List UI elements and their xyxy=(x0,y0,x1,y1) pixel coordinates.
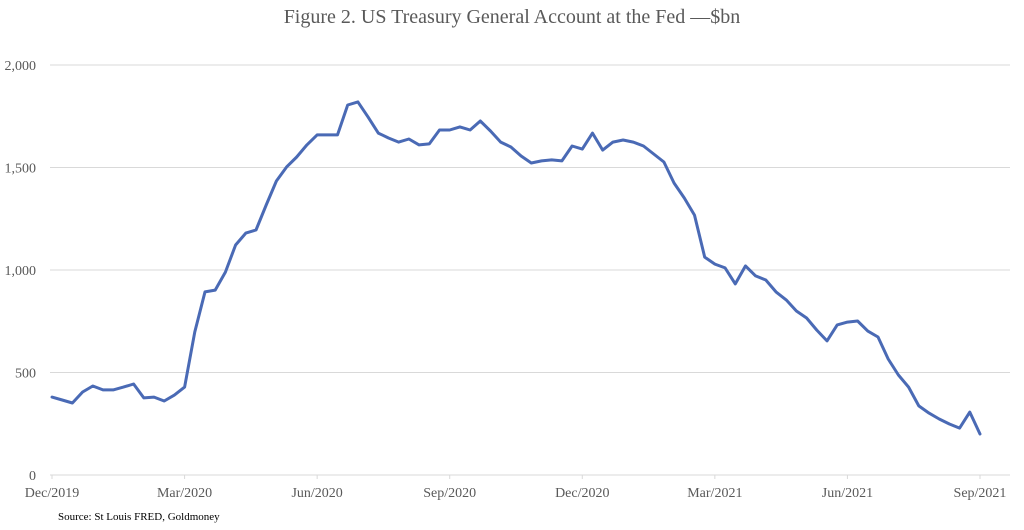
x-tick-label: Sep/2021 xyxy=(954,486,1007,501)
y-tick-label: 1,500 xyxy=(5,162,37,177)
gridlines xyxy=(50,64,1010,476)
y-tick-label: 0 xyxy=(29,469,36,484)
chart-title: Figure 2. US Treasury General Account at… xyxy=(283,6,741,28)
series-line xyxy=(50,100,982,436)
x-tick-label: Dec/2019 xyxy=(25,486,79,501)
y-axis: 0 500 1,000 1,500 2,000 xyxy=(5,59,37,484)
x-tick-label: Dec/2020 xyxy=(555,486,609,501)
series-group xyxy=(50,100,982,436)
x-tick-label: Mar/2021 xyxy=(687,486,742,501)
y-tick-label: 1,000 xyxy=(5,264,37,279)
x-tick-label: Mar/2020 xyxy=(157,486,212,501)
y-tick-label: 2,000 xyxy=(5,59,37,74)
x-tick-label: Jun/2020 xyxy=(291,486,342,501)
source-note: Source: St Louis FRED, Goldmoney xyxy=(58,511,220,523)
x-tick-label: Sep/2020 xyxy=(423,486,476,501)
x-tick-label: Jun/2021 xyxy=(822,486,873,501)
y-tick-label: 500 xyxy=(15,367,36,382)
x-axis: Dec/2019 Mar/2020 Jun/2020 Sep/2020 Dec/2020… xyxy=(25,475,1007,501)
